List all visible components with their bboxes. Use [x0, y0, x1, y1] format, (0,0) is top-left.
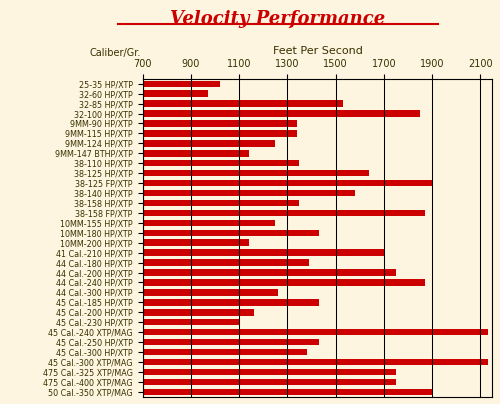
Bar	[142, 180, 432, 186]
Bar	[142, 349, 306, 355]
Bar	[142, 210, 425, 216]
Bar	[142, 249, 384, 256]
Bar	[142, 190, 355, 196]
Bar	[142, 120, 297, 127]
Bar	[142, 90, 208, 97]
Bar	[142, 140, 276, 147]
Bar	[142, 160, 300, 166]
X-axis label: Feet Per Second: Feet Per Second	[272, 46, 362, 55]
Bar	[142, 309, 254, 316]
Bar	[142, 100, 343, 107]
Text: Velocity Performance: Velocity Performance	[170, 10, 385, 28]
Bar	[142, 259, 309, 266]
Bar	[142, 240, 248, 246]
Bar	[142, 369, 396, 375]
Bar	[142, 359, 488, 365]
Bar	[142, 170, 370, 177]
Bar	[142, 269, 396, 276]
Bar	[142, 289, 278, 296]
Bar	[142, 339, 318, 345]
Bar	[142, 299, 318, 305]
Bar	[142, 110, 420, 117]
Bar	[142, 200, 300, 206]
Text: Caliber/Gr.: Caliber/Gr.	[90, 48, 141, 58]
Bar	[142, 220, 276, 226]
Bar	[142, 80, 220, 87]
Bar	[142, 329, 488, 335]
Bar	[142, 379, 396, 385]
Bar	[142, 150, 248, 156]
Bar	[142, 389, 432, 395]
Bar	[142, 229, 318, 236]
Bar	[142, 319, 239, 326]
Bar	[142, 130, 297, 137]
Bar	[142, 279, 425, 286]
